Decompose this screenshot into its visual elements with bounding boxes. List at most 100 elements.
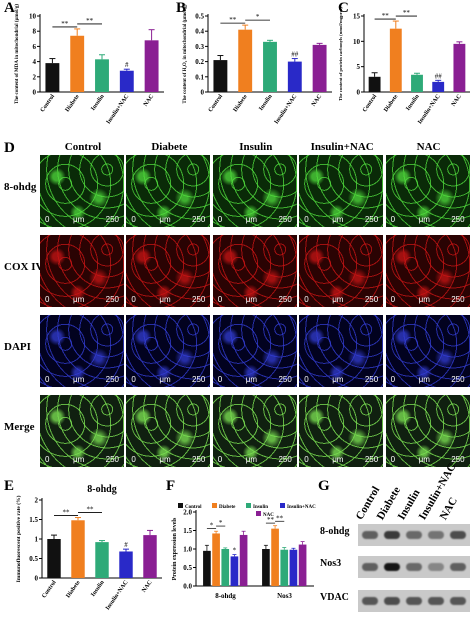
significance-label: ** xyxy=(63,509,71,517)
scale-bar-label: μm xyxy=(159,295,171,304)
scale-bar-label: μm xyxy=(159,455,171,464)
x-tick-label: Insulin+NAC xyxy=(106,94,131,126)
significance-label: * xyxy=(219,519,223,527)
micrograph-tile: 0 μm 250 xyxy=(385,235,470,307)
x-tick-label: Insulin+NAC xyxy=(417,94,442,126)
bar-control xyxy=(368,76,381,92)
x-tick-label: Control xyxy=(208,93,225,113)
blot-band xyxy=(450,531,466,539)
bar-insulin xyxy=(95,542,109,578)
scale-bar: 0 μm 250 xyxy=(216,374,294,384)
blot-band xyxy=(428,563,444,571)
y-tick-label: 0.2 xyxy=(195,58,204,66)
scale-bar-label: 250 xyxy=(105,375,119,384)
y-tick-label: 5 xyxy=(357,63,361,71)
scale-bar-label: μm xyxy=(418,295,430,304)
blot-row-label: Nos3 xyxy=(320,558,342,569)
panel-letter-e: E xyxy=(4,478,15,494)
row-label: 8-ohdg xyxy=(4,181,37,193)
scale-bar-label: 250 xyxy=(192,215,206,224)
scale-bar-label: 250 xyxy=(192,375,206,384)
scale-bar-label: 0 xyxy=(304,215,309,224)
significance-label: ** xyxy=(87,506,95,514)
scale-bar: 0 μm 250 xyxy=(389,374,467,384)
blot-row-label: 8-ohdg xyxy=(320,526,350,537)
x-tick-label: Diabete xyxy=(65,579,81,599)
y-tick-label: 0.5 xyxy=(29,555,38,563)
scale-bar-label: 250 xyxy=(105,295,119,304)
scale-bar-label: 0 xyxy=(304,455,309,464)
significance-label: ** xyxy=(61,20,69,28)
scale-bar-label: μm xyxy=(332,295,344,304)
column-header: NAC xyxy=(416,141,441,153)
scale-bar-label: μm xyxy=(332,215,344,224)
bar-insulin-nac xyxy=(119,70,134,92)
scale-bar-label: 250 xyxy=(105,455,119,464)
bar-insulin-nac xyxy=(230,556,239,586)
legend-label: Control xyxy=(185,505,202,510)
scale-bar-label: 0 xyxy=(45,215,50,224)
legend-swatch xyxy=(280,503,285,508)
x-tick-label: Insulin xyxy=(258,93,274,112)
significance-label: ** xyxy=(276,514,284,522)
bar-insulin xyxy=(280,549,289,586)
panel-letter-b: B xyxy=(176,0,187,16)
scale-bar: 0 μm 250 xyxy=(216,294,294,304)
scale-bar-label: μm xyxy=(418,215,430,224)
column-header: Control xyxy=(64,141,102,153)
y-tick-label: 0.5 xyxy=(183,564,192,572)
micrograph-tile: 0 μm 250 xyxy=(212,315,297,387)
bar-diabete xyxy=(271,528,279,586)
scale-bar-label: 0 xyxy=(304,295,309,304)
y-tick-label: 10 xyxy=(353,38,361,46)
scale-bar: 0 μm 250 xyxy=(389,454,467,464)
y-tick-label: 2 xyxy=(35,497,39,505)
y-tick-label: 15 xyxy=(353,13,361,21)
scale-bar: 0 μm 250 xyxy=(43,374,121,384)
bar-insulin xyxy=(95,59,109,92)
bar-diabete xyxy=(71,520,85,578)
blot-band xyxy=(362,531,378,539)
scale-bar: 0 μm 250 xyxy=(129,454,207,464)
micrograph-tile: 0 μm 250 xyxy=(385,155,470,227)
scale-bar-label: 0 xyxy=(217,215,223,224)
bar-insulin-nac xyxy=(119,551,133,578)
y-tick-label: 0.4 xyxy=(195,28,204,36)
micrograph-tile: 0 μm 250 xyxy=(212,235,297,307)
y-axis-label: The content of H₂O₂ in mitochondrial (μm… xyxy=(183,4,188,103)
micrograph-tile: 0 μm 250 xyxy=(299,155,384,227)
bar-nac xyxy=(239,534,248,586)
scale-bar: 0 μm 250 xyxy=(129,214,207,224)
scale-bar-label: 250 xyxy=(451,455,465,464)
x-tick-label: 8-ohdg xyxy=(215,592,236,600)
panel-letter-a: A xyxy=(4,0,15,16)
x-tick-label: NAC xyxy=(143,94,155,108)
scale-bar-label: 0 xyxy=(217,295,223,304)
scale-bar-label: 0 xyxy=(131,375,136,384)
scale-bar: 0 μm 250 xyxy=(43,454,121,464)
significance-label: ## xyxy=(435,72,443,80)
blot-band xyxy=(428,531,444,539)
scale-bar: 0 μm 250 xyxy=(389,294,467,304)
y-tick-label: 0.5 xyxy=(195,13,204,21)
scale-bar-label: μm xyxy=(159,215,171,224)
blot-band xyxy=(362,563,378,571)
y-tick-label: 0 xyxy=(35,575,39,583)
scale-bar-label: μm xyxy=(245,215,258,224)
legend-label: Insulin+NAC xyxy=(287,505,316,510)
panel-letter-g: G xyxy=(318,478,330,494)
scale-bar-label: 0 xyxy=(217,455,223,464)
legend-label: Diabete xyxy=(219,505,236,510)
legend-swatch xyxy=(256,511,261,516)
y-tick-label: 0 xyxy=(33,89,37,97)
y-tick-label: 1 xyxy=(35,536,39,544)
scale-bar-label: 250 xyxy=(192,455,206,464)
column-header: Insulin+NAC xyxy=(310,141,374,153)
y-tick-label: 0 xyxy=(357,89,361,97)
scale-bar-label: μm xyxy=(418,375,430,384)
micrograph-tile: 0 μm 250 xyxy=(126,155,211,227)
scale-bar-label: 0 xyxy=(390,375,396,384)
micrograph-tile: 0 μm 250 xyxy=(299,395,384,467)
y-tick-label: 6 xyxy=(33,43,37,51)
micrograph-tile: 0 μm 250 xyxy=(40,395,124,467)
